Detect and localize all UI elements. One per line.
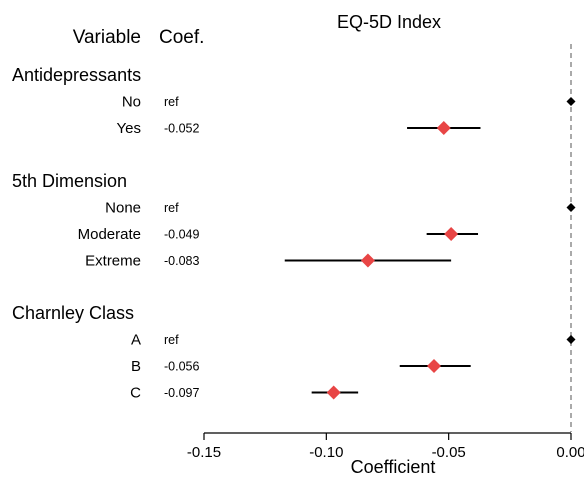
x-tick-label: -0.15	[187, 444, 221, 461]
reference-marker	[566, 97, 576, 106]
coef-value: -0.049	[164, 228, 199, 242]
row-label: No	[122, 94, 141, 111]
row-label: Extreme	[85, 253, 141, 270]
estimate-marker	[436, 121, 451, 135]
reference-marker	[566, 203, 576, 212]
coef-value: -0.097	[164, 386, 199, 400]
estimate-marker	[444, 227, 459, 241]
row-label: A	[131, 332, 141, 349]
group-label: Antidepressants	[12, 65, 141, 85]
row-label: Moderate	[78, 226, 141, 243]
coef-value: ref	[164, 333, 179, 347]
coef-value: -0.052	[164, 122, 199, 136]
coef-value: -0.056	[164, 360, 199, 374]
coef-column-header: Coef.	[159, 27, 204, 48]
group-label: 5th Dimension	[12, 171, 127, 191]
reference-marker	[566, 335, 576, 344]
coef-value: ref	[164, 95, 179, 109]
row-label: Yes	[117, 120, 141, 137]
estimate-marker	[426, 359, 441, 373]
row-label: B	[131, 358, 141, 375]
row-label: None	[105, 200, 141, 217]
coef-value: ref	[164, 201, 179, 215]
x-tick-label: 0.00	[556, 444, 584, 461]
row-label: C	[130, 385, 141, 402]
variable-column-header: Variable	[73, 27, 141, 48]
coef-value: -0.083	[164, 254, 199, 268]
estimate-marker	[326, 385, 341, 400]
plot-area: Antidepressants No ref Yes -0.052 5th Dimensi…	[12, 44, 584, 461]
x-tick-label: -0.05	[432, 444, 466, 461]
x-axis-label: Coefficient	[351, 457, 436, 477]
group-label: Charnley Class	[12, 303, 134, 323]
estimate-marker	[360, 253, 375, 268]
chart-title: EQ-5D Index	[337, 12, 441, 32]
x-tick-label: -0.10	[309, 444, 343, 461]
